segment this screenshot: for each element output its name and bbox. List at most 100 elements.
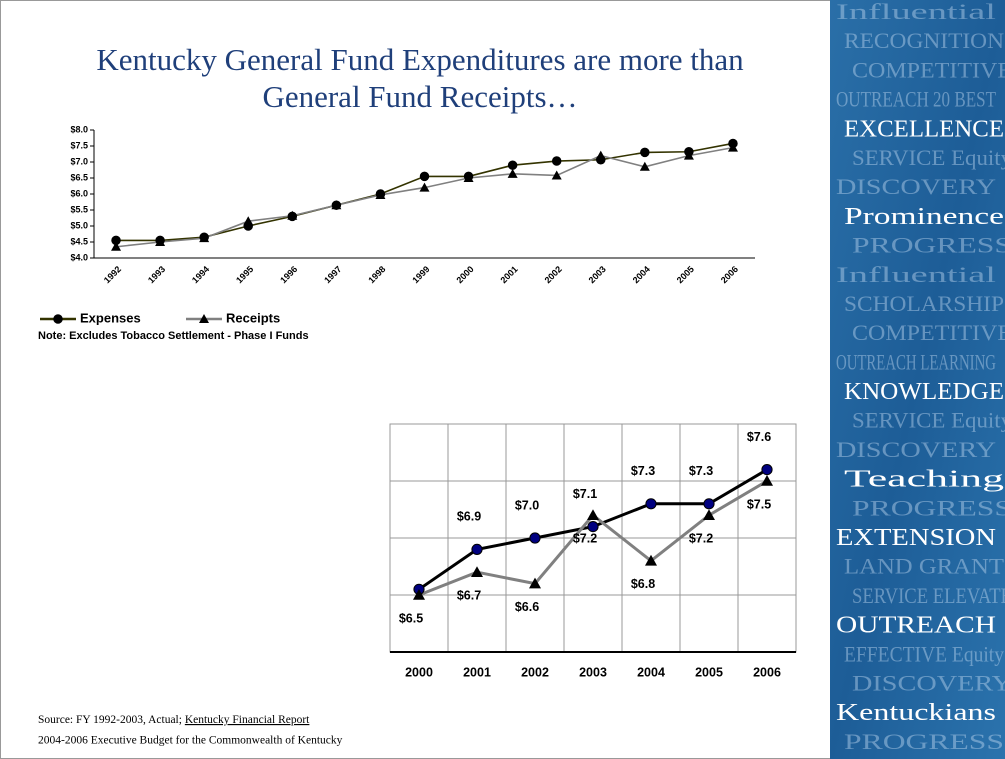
panel-word: Kentuckians xyxy=(836,700,996,726)
y-tick-label: $4.5 xyxy=(70,236,88,246)
data-label: $6.8 xyxy=(631,577,655,591)
x-tick-label: 2004 xyxy=(631,264,652,285)
panel-word: OUTREACH LEARNING xyxy=(836,349,996,374)
data-label: $7.6 xyxy=(747,430,771,444)
y-tick-label: $4.0 xyxy=(70,252,88,262)
data-label: $7.2 xyxy=(573,531,597,545)
series-line xyxy=(116,142,734,242)
panel-word: Prominence xyxy=(844,204,1004,230)
x-tick-label: 2000 xyxy=(454,264,475,285)
data-label: $7.2 xyxy=(689,531,713,545)
marker xyxy=(471,543,483,556)
y-tick-label: $6.5 xyxy=(70,172,88,182)
x-tick-label: 2003 xyxy=(587,264,608,285)
marker xyxy=(761,475,773,486)
x-tick-label: 1998 xyxy=(366,264,387,285)
y-tick-label: $5.0 xyxy=(70,220,88,230)
data-label: $6.9 xyxy=(457,510,481,524)
y-tick-label: $6.0 xyxy=(70,188,88,198)
panel-word: LAND GRANT xyxy=(844,554,1005,579)
marker xyxy=(761,464,773,476)
panel-word: PROGRESS xyxy=(844,729,1004,754)
slide-title: Kentucky General Fund Expenditures are m… xyxy=(96,42,744,77)
panel-word: OUTREACH xyxy=(836,613,996,639)
source-text: 2004-2006 Executive Budget for the Commo… xyxy=(38,735,343,747)
legend-label: Expenses xyxy=(80,310,141,325)
marker xyxy=(507,168,518,178)
panel-word: SCHOLARSHIP xyxy=(844,291,1004,316)
marker xyxy=(683,150,694,160)
marker xyxy=(727,142,738,152)
marker xyxy=(703,498,715,510)
x-tick-label: 1992 xyxy=(102,264,123,285)
data-label: $7.3 xyxy=(631,464,655,478)
panel-word: Influential xyxy=(836,262,996,287)
y-tick-label: $5.5 xyxy=(70,204,88,214)
x-tick-label: 1994 xyxy=(190,264,211,285)
data-label: $7.3 xyxy=(689,464,713,478)
x-tick-label: 2003 xyxy=(579,665,607,679)
series-line xyxy=(115,146,734,248)
marker xyxy=(155,237,166,246)
panel-word: PROGRESS xyxy=(852,233,1005,258)
panel-word: Influential xyxy=(836,0,996,24)
marker xyxy=(529,532,541,544)
marker xyxy=(243,216,254,226)
x-tick-label: 1997 xyxy=(322,264,343,285)
x-tick-label: 1993 xyxy=(146,264,167,285)
panel-word: RECOGNITION xyxy=(844,28,1004,53)
panel-word: OUTREACH 20 BEST xyxy=(836,87,996,112)
panel-word: SERVICE Equity xyxy=(852,145,1005,170)
marker xyxy=(375,189,386,199)
marker xyxy=(111,241,122,251)
side-panel xyxy=(830,0,1005,759)
x-tick-label: 2002 xyxy=(521,665,549,679)
panel-word: COMPETITIVE xyxy=(852,320,1005,345)
x-tick-label: 1996 xyxy=(278,264,299,285)
x-tick-label: 2001 xyxy=(463,665,491,679)
marker xyxy=(53,314,63,324)
x-tick-label: 2006 xyxy=(719,264,740,285)
x-tick-label: 2005 xyxy=(695,665,723,679)
marker xyxy=(199,314,209,323)
panel-word: DISCOVERY xyxy=(836,437,996,462)
slide-title: General Fund Receipts… xyxy=(262,79,577,114)
panel-word: PROGRESS xyxy=(852,495,1005,520)
marker xyxy=(413,589,425,600)
chart-note: Note: Excludes Tobacco Settlement - Phas… xyxy=(38,330,309,342)
marker xyxy=(640,147,650,158)
marker xyxy=(507,160,518,170)
marker xyxy=(551,156,562,166)
marker xyxy=(551,170,562,180)
source-prefix: Source: FY 1992-2003, Actual; xyxy=(38,714,185,726)
panel-word: DISCOVERY xyxy=(836,174,996,199)
x-tick-label: 2000 xyxy=(405,665,433,679)
marker xyxy=(529,577,541,589)
data-label: $7.1 xyxy=(573,487,597,501)
marker xyxy=(587,521,599,533)
marker xyxy=(419,171,430,182)
marker xyxy=(419,182,430,192)
marker xyxy=(471,566,483,577)
panel-word: EXCELLENCE xyxy=(844,116,1004,142)
x-tick-label: 2004 xyxy=(637,665,665,679)
panel-word: COMPETITIVE xyxy=(852,57,1005,82)
data-label: $6.5 xyxy=(399,611,423,625)
x-tick-label: 1995 xyxy=(234,264,255,285)
panel-word: DISCOVERY xyxy=(852,670,1005,695)
marker xyxy=(463,173,474,182)
x-tick-label: 2002 xyxy=(543,264,564,285)
x-tick-label: 1999 xyxy=(410,264,431,285)
panel-word: EFFECTIVE Equity xyxy=(844,641,1004,666)
panel-word: SERVICE Equity xyxy=(852,408,1005,433)
x-tick-label: 2005 xyxy=(675,264,696,285)
x-tick-label: 2006 xyxy=(753,665,781,679)
y-tick-label: $7.5 xyxy=(70,140,88,150)
marker xyxy=(587,509,599,520)
marker xyxy=(595,150,606,160)
data-label: $6.7 xyxy=(457,588,481,602)
y-tick-label: $8.0 xyxy=(70,124,88,134)
panel-word: EXTENSION xyxy=(836,525,996,551)
source-link[interactable]: Kentucky Financial Report xyxy=(185,714,310,726)
